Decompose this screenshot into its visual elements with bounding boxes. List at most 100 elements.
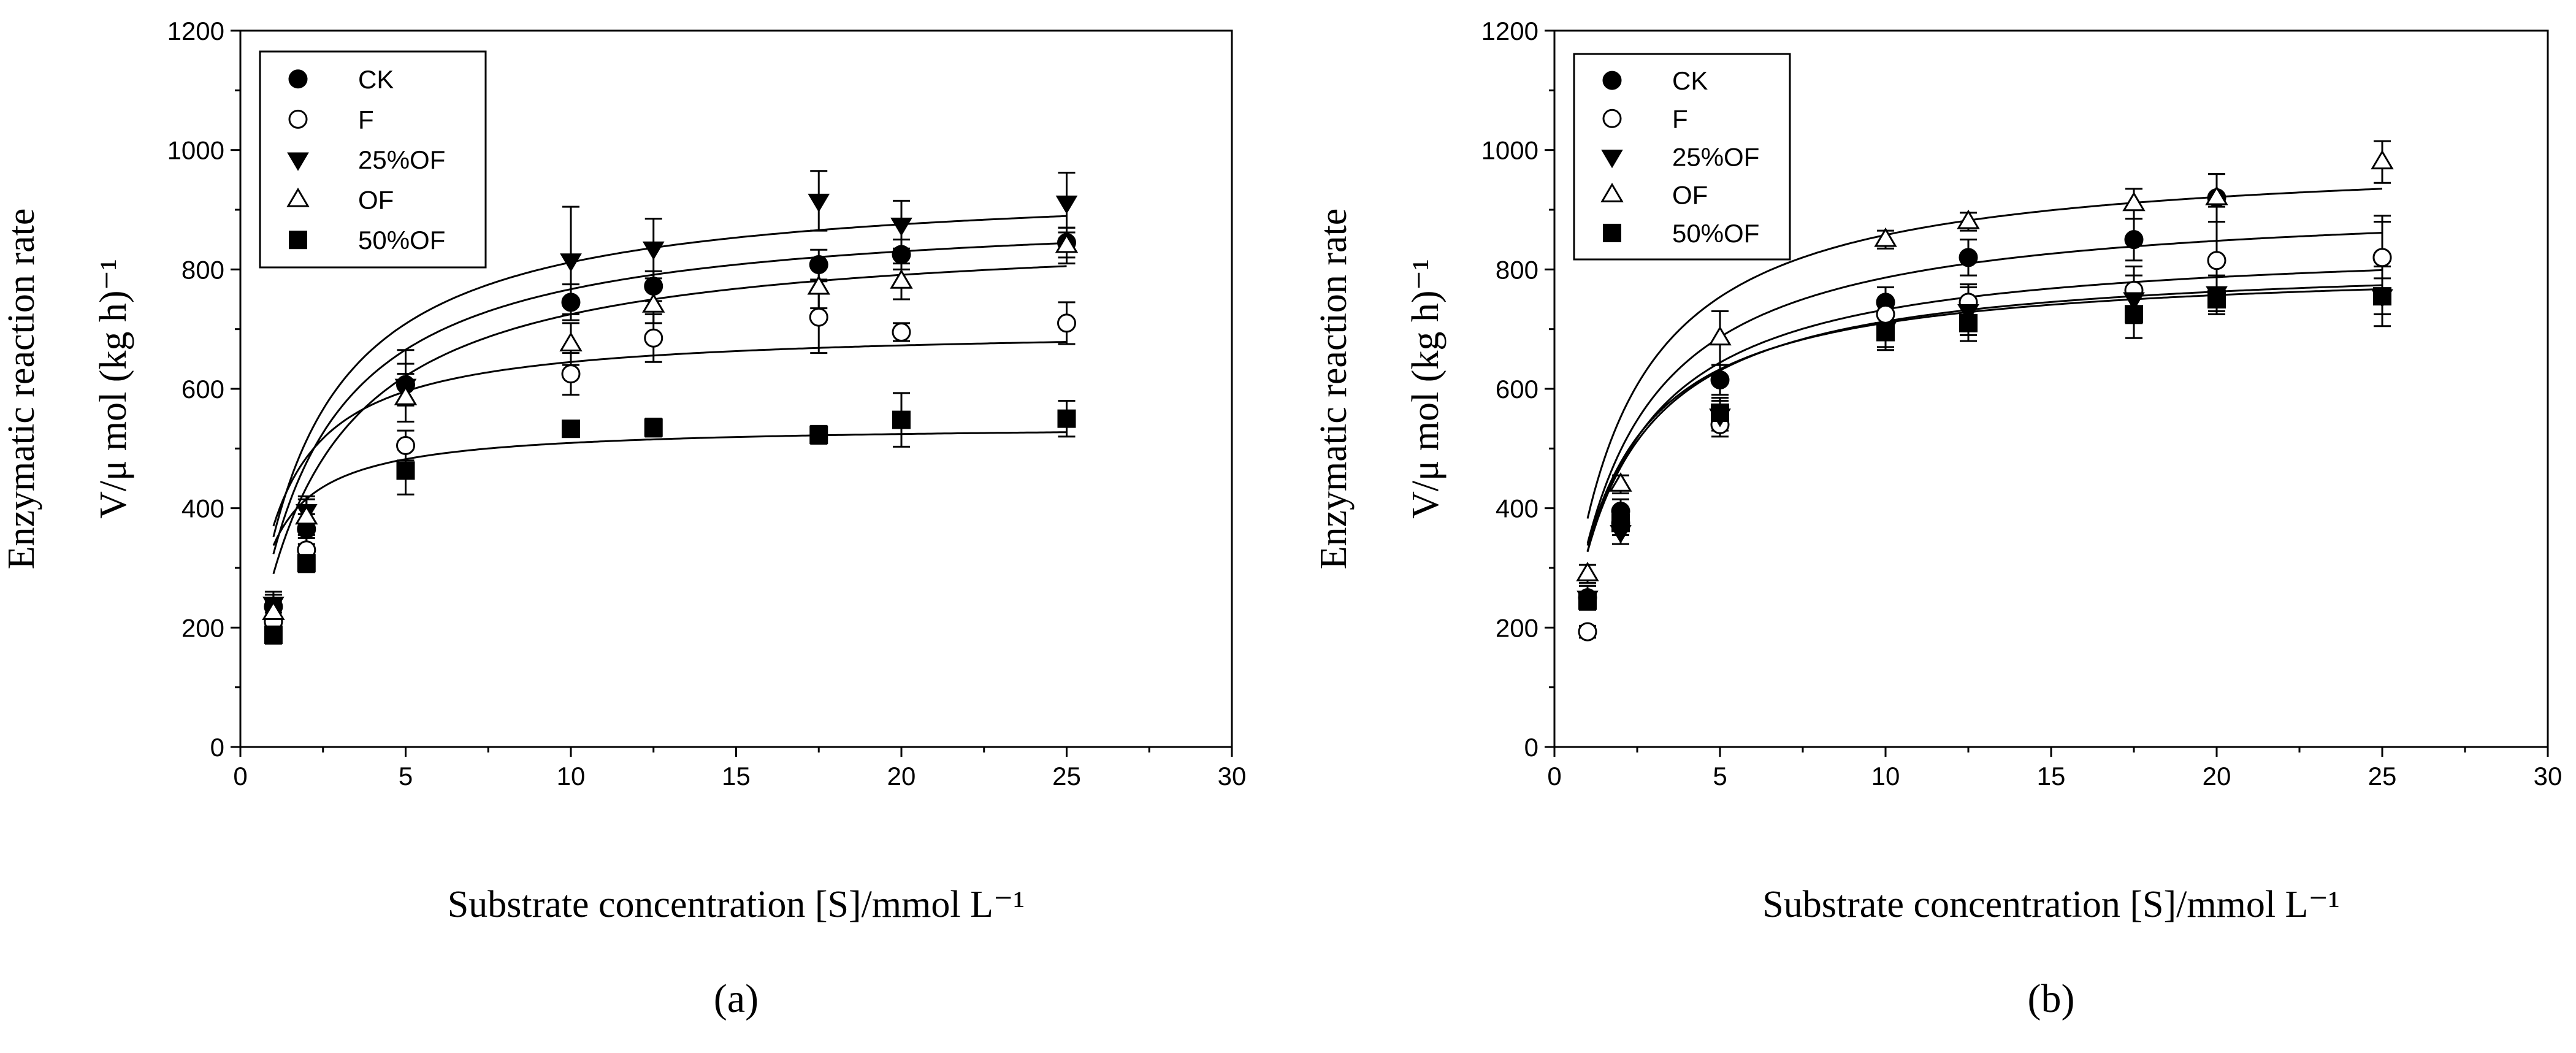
data-point-25%OF	[2123, 292, 2145, 311]
data-point-CK	[561, 293, 581, 312]
panel-label: (a)	[714, 976, 759, 1021]
data-point-50%OF	[644, 418, 663, 437]
data-point-50%OF	[1611, 514, 1630, 532]
fit-curve-25%OF	[1586, 288, 2383, 546]
data-point-OF	[2371, 150, 2394, 170]
x-tick-label: 5	[399, 762, 413, 791]
legend-label: OF	[358, 186, 394, 215]
data-point-F	[396, 435, 415, 455]
data-point-50%OF	[1578, 591, 1597, 610]
data-point-50%OF	[1959, 313, 1978, 332]
legend-marker-CK	[1602, 71, 1622, 90]
fit-curve-CK	[1586, 232, 2383, 544]
data-point-F	[1876, 304, 1895, 324]
data-point-CK	[892, 245, 911, 264]
data-point-F	[1057, 313, 1076, 333]
data-point-CK	[2124, 230, 2144, 250]
x-tick-label: 30	[2534, 762, 2563, 791]
data-point-CK	[1959, 248, 1978, 267]
y-tick-label: 1000	[1481, 136, 1538, 165]
legend-marker-25%OF	[287, 152, 309, 171]
x-tick-label: 20	[887, 762, 916, 791]
x-tick-label: 25	[2368, 762, 2397, 791]
data-point-50%OF	[396, 461, 415, 480]
x-axis-label: Substrate concentration [S]/mmol L⁻¹	[448, 884, 1025, 925]
legend-label: CK	[1672, 66, 1708, 95]
y-tick-label: 1200	[1481, 17, 1538, 45]
data-point-OF	[890, 269, 913, 289]
data-point-50%OF	[1711, 403, 1729, 422]
data-point-F	[2372, 248, 2392, 267]
fit-curve-OF	[1586, 188, 2383, 519]
data-point-50%OF	[264, 626, 283, 645]
legend-marker-F	[288, 109, 308, 129]
x-tick-label: 15	[2037, 762, 2066, 791]
data-point-OF	[1708, 326, 1732, 346]
data-point-OF	[1609, 472, 1632, 492]
data-point-OF	[1576, 561, 1599, 581]
data-point-F	[561, 364, 581, 384]
data-point-OF	[295, 505, 318, 525]
legend-label: 50%OF	[358, 226, 445, 255]
x-tick-label: 0	[233, 762, 247, 791]
x-tick-label: 10	[1871, 762, 1900, 791]
fit-curve-OF	[272, 265, 1067, 575]
data-point-OF	[559, 332, 583, 351]
data-point-CK	[644, 277, 663, 296]
data-point-CK	[809, 255, 828, 275]
data-point-OF	[807, 275, 830, 295]
data-point-50%OF	[2373, 287, 2391, 306]
data-point-50%OF	[2125, 305, 2143, 324]
chart-panel-b: 0 200 400 600 800 1000 1200 0 5 10 15 20 25 30 Enzymat…	[1313, 17, 2562, 1021]
x-tick-label: 0	[1547, 762, 1561, 791]
data-point-25%OF	[1055, 195, 1078, 215]
data-point-25%OF	[642, 241, 665, 261]
data-point-F	[809, 307, 828, 327]
fit-curve-25%OF	[272, 215, 1067, 537]
fit-curve-50%OF	[1586, 284, 2383, 552]
x-tick-label: 25	[1052, 762, 1081, 791]
legend-label: 50%OF	[1672, 219, 1759, 248]
y-tick-label: 200	[182, 613, 224, 642]
y-tick-label: 400	[182, 494, 224, 523]
legend-label: OF	[1672, 181, 1708, 210]
y-axis-label-line2: V/μ mol (kg h)⁻¹	[93, 259, 134, 519]
data-point-CK	[1710, 370, 1730, 389]
legend-marker-OF	[1600, 182, 1624, 202]
y-axis-label-line1: Enzymatic reaction rate	[1, 209, 42, 570]
data-point-25%OF	[890, 217, 912, 237]
fit-curve-F	[1586, 269, 2383, 553]
legend-marker-CK	[288, 69, 308, 89]
data-point-F	[1578, 622, 1597, 641]
legend-marker-OF	[286, 187, 310, 207]
legend: CK F 25%OF OF 50%OF	[259, 50, 487, 269]
fit-curve-50%OF	[272, 431, 1067, 546]
data-point-F	[644, 328, 663, 348]
legend-marker-50%OF	[1603, 223, 1621, 242]
y-tick-label: 1000	[167, 136, 224, 165]
data-point-OF	[642, 293, 665, 313]
legend: CK F 25%OF OF 50%OF	[1573, 53, 1791, 261]
data-point-OF	[1055, 233, 1079, 253]
data-point-50%OF	[809, 425, 828, 444]
y-tick-label: 0	[210, 733, 224, 762]
data-point-50%OF	[1876, 323, 1895, 342]
data-point-OF	[2205, 185, 2228, 205]
data-point-F	[892, 323, 911, 342]
x-axis-label: Substrate concentration [S]/mmol L⁻¹	[1762, 884, 2340, 925]
y-axis-label-line1: Enzymatic reaction rate	[1313, 209, 1355, 570]
legend-marker-50%OF	[289, 231, 307, 250]
data-point-F	[2207, 251, 2226, 270]
data-point-25%OF	[560, 253, 582, 272]
y-tick-label: 200	[1496, 613, 1538, 642]
legend-marker-F	[1602, 109, 1622, 128]
legend-label: 25%OF	[1672, 143, 1759, 172]
legend-label: CK	[358, 65, 394, 94]
data-point-OF	[2122, 191, 2146, 212]
y-tick-label: 600	[182, 375, 224, 404]
x-tick-label: 5	[1713, 762, 1727, 791]
data-point-25%OF	[1957, 304, 1979, 323]
data-point-OF	[1957, 209, 1980, 229]
y-axis-label-line2: V/μ mol (kg h)⁻¹	[1405, 259, 1447, 519]
